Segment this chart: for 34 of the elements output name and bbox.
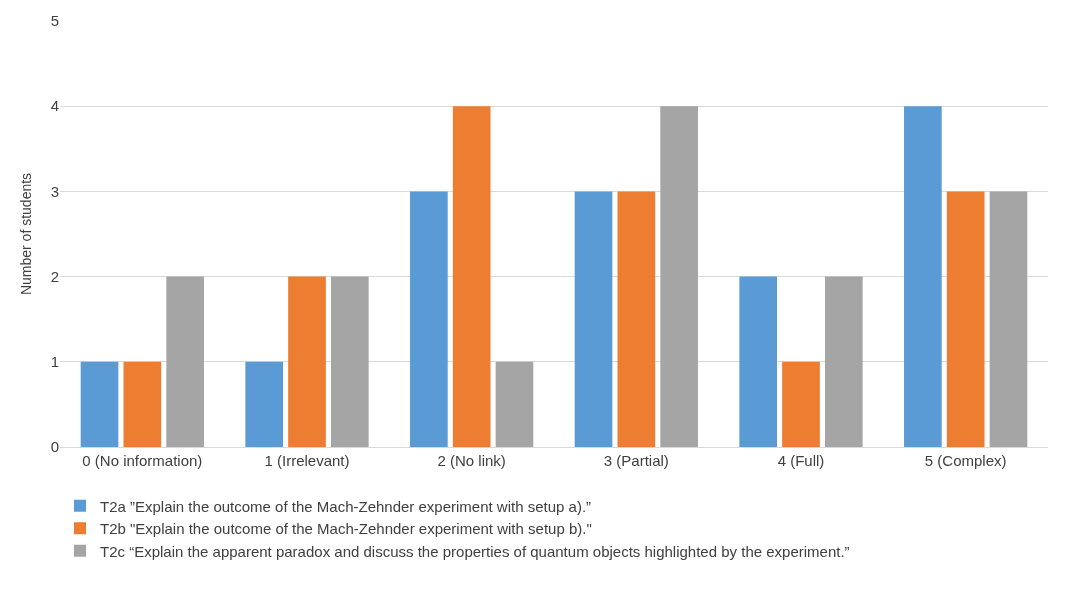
y-tick-label: 3 xyxy=(50,182,59,200)
bar xyxy=(410,191,448,447)
legend-label: T2c “Explain the apparent paradox and discuss the properties of quantum objects highlighted by the experiment.” xyxy=(100,542,850,560)
bar xyxy=(288,276,326,447)
bar xyxy=(245,361,284,447)
bar xyxy=(739,276,778,447)
bar xyxy=(824,276,863,447)
x-tick-label: 2 (No link) xyxy=(437,452,506,469)
bar xyxy=(452,106,491,447)
x-tick-label: 1 (Irrelevant) xyxy=(264,452,350,469)
bar xyxy=(617,191,656,447)
y-tick-label: 1 xyxy=(50,353,59,371)
bar xyxy=(660,106,698,447)
legend-label: T2a ”Explain the outcome of the Mach-Zehnder experiment with setup a).” xyxy=(100,497,592,515)
bar xyxy=(123,361,162,447)
y-axis-title: Number of students xyxy=(18,172,35,296)
bar xyxy=(989,191,1028,447)
y-tick-label: 5 xyxy=(50,12,59,30)
legend-label: T2b "Explain the outcome of the Mach-Zehnder experiment with setup b)." xyxy=(100,520,592,538)
x-tick-label: 0 (No information) xyxy=(82,452,203,469)
y-tick-label: 4 xyxy=(50,97,59,115)
bar xyxy=(495,361,534,447)
bar xyxy=(166,276,204,447)
bar xyxy=(782,361,820,447)
bar xyxy=(330,276,369,447)
x-tick-label: 5 (Complex) xyxy=(924,452,1007,469)
bar xyxy=(574,191,613,447)
y-tick-label: 0 xyxy=(50,438,59,456)
x-tick-label: 4 (Full) xyxy=(777,452,825,469)
y-tick-label: 2 xyxy=(50,267,59,285)
bar xyxy=(80,361,119,447)
bar xyxy=(904,106,942,447)
x-tick-label: 3 (Partial) xyxy=(603,452,669,469)
bar xyxy=(946,191,985,447)
